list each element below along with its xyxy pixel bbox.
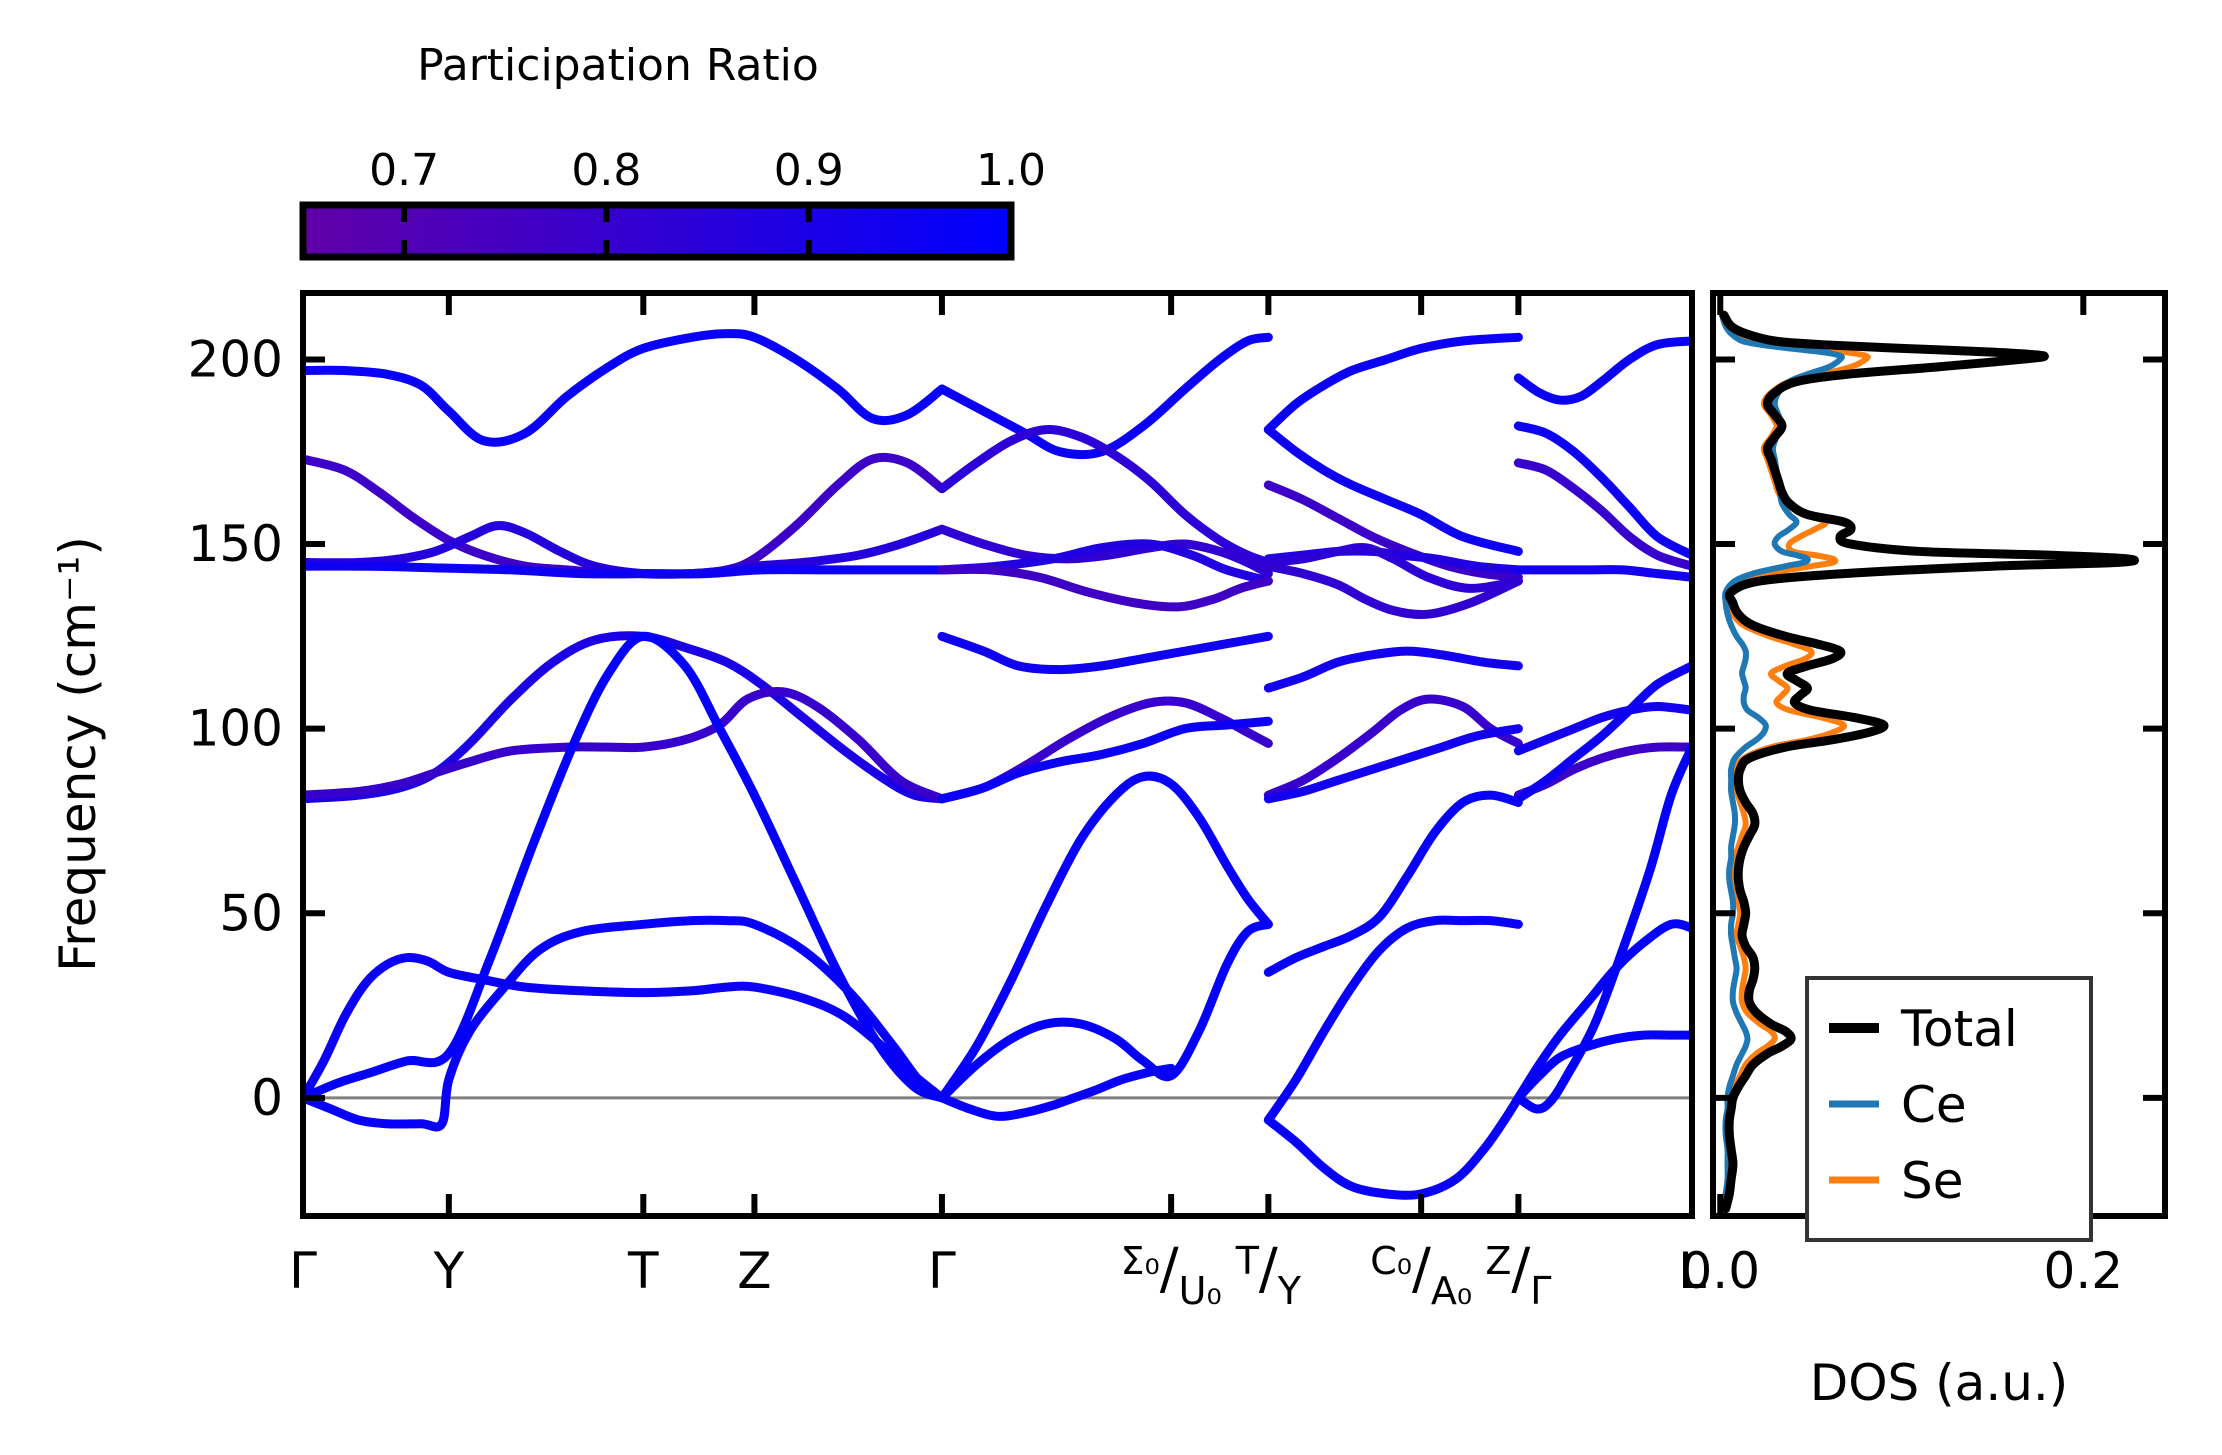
band-branch	[937, 332, 1273, 460]
band-branch	[1263, 724, 1523, 804]
legend-label-ce: Ce	[1901, 1076, 1967, 1134]
x-tick-label: C₀/A₀	[1370, 1237, 1472, 1313]
band-branch	[937, 425, 1273, 568]
band-branch	[303, 329, 947, 447]
band-branch	[937, 564, 1273, 612]
band-branch	[303, 686, 947, 804]
band-branch	[1513, 919, 1692, 1103]
dos-ticks: 0.0 0.2	[1680, 293, 2165, 1300]
band-branch	[1263, 915, 1523, 1125]
dos-panel: 0.0 0.2 DOS (a.u.) Total Ce Se	[1680, 290, 2168, 1412]
band-branch	[1263, 425, 1523, 556]
band-branch	[1513, 742, 1692, 1114]
band-branch	[1513, 458, 1692, 571]
colorbar-tick-label: 0.7	[369, 145, 439, 196]
band-branch	[303, 521, 947, 579]
band-branch	[1263, 542, 1523, 593]
band-branch	[1513, 336, 1692, 405]
band-branch	[937, 716, 1273, 804]
band-branch	[1263, 694, 1523, 800]
band-branch	[1263, 332, 1523, 435]
dos-x-tick-label: 0.0	[1680, 1242, 1760, 1300]
x-tick-label: Z/Γ	[1485, 1237, 1551, 1313]
band-branch	[937, 1063, 1176, 1121]
legend-label-se: Se	[1901, 1152, 1964, 1210]
dos-curve-total	[1719, 310, 2139, 1214]
x-tick-label: Z	[737, 1242, 771, 1300]
x-tick-label: T	[627, 1242, 659, 1300]
colorbar-tick-label: 0.8	[571, 145, 641, 196]
band-curves	[303, 329, 1692, 1200]
x-tick-label: Γ	[289, 1242, 317, 1300]
colorbar-group: Participation Ratio 0.7 0.8 0.9 1.0	[299, 40, 1046, 261]
x-tick-label: T/Y	[1235, 1237, 1302, 1313]
band-branch	[303, 631, 947, 1103]
band-branch	[1513, 661, 1692, 804]
colorbar-title: Participation Ratio	[417, 40, 819, 91]
colorbar-gradient	[299, 201, 1015, 261]
band-branch	[1263, 790, 1523, 977]
y-tick-label: 200	[188, 330, 283, 388]
band-branch	[1513, 702, 1692, 756]
bands-y-ticks: 0 50 100 150 200	[188, 330, 325, 1127]
colorbar-tick-marks	[401, 208, 812, 254]
band-branch	[937, 771, 1273, 1103]
dos-curves	[1719, 310, 2139, 1214]
colorbar-tick-label: 1.0	[976, 145, 1046, 196]
band-branch	[1513, 1030, 1692, 1103]
band-branch	[1263, 1093, 1523, 1200]
band-branch	[937, 524, 1273, 579]
dos-x-tick-label: 0.2	[2044, 1242, 2124, 1300]
y-tick-label: 150	[188, 515, 283, 573]
x-tick-label: Γ	[928, 1242, 956, 1300]
band-branch	[937, 919, 1273, 1103]
y-tick-label: 100	[188, 700, 283, 758]
band-branch	[1513, 565, 1692, 582]
bands-axes-frame	[300, 290, 1695, 1219]
dos-legend: Total Ce Se	[1805, 976, 2093, 1242]
bands-y-axis-label: Frequency (cm⁻¹)	[49, 536, 107, 972]
band-branch	[1263, 480, 1523, 582]
band-branch	[303, 952, 947, 1103]
band-branch	[1263, 561, 1523, 619]
y-tick-label: 50	[219, 884, 283, 942]
band-branch	[1513, 421, 1692, 560]
colorbar-tick-labels: 0.7 0.8 0.9 1.0	[369, 145, 1046, 196]
band-branch	[937, 539, 1273, 586]
band-branch	[937, 631, 1273, 675]
colorbar-tick-label: 0.9	[774, 145, 844, 196]
legend-box	[1805, 976, 2093, 1242]
y-tick-label: 0	[251, 1069, 283, 1127]
legend-label-total: Total	[1900, 1000, 2018, 1058]
x-tick-label: L	[1678, 1242, 1706, 1300]
dos-x-axis-label: DOS (a.u.)	[1810, 1354, 2069, 1412]
x-tick-label: Y	[433, 1242, 465, 1300]
band-branch	[303, 561, 947, 579]
bands-x-ticks: Γ Y T Z Γ Σ₀/U₀T/Y C₀/A₀Z/Γ L	[289, 293, 1706, 1313]
x-tick-label: Σ₀/U₀	[1121, 1237, 1222, 1313]
band-branch	[1263, 646, 1523, 693]
bands-panel: 0 50 100 150 200 Γ Y T Z Γ Σ₀/U₀T/Y C₀/A₀Z/Γ L Freq…	[49, 290, 1706, 1313]
